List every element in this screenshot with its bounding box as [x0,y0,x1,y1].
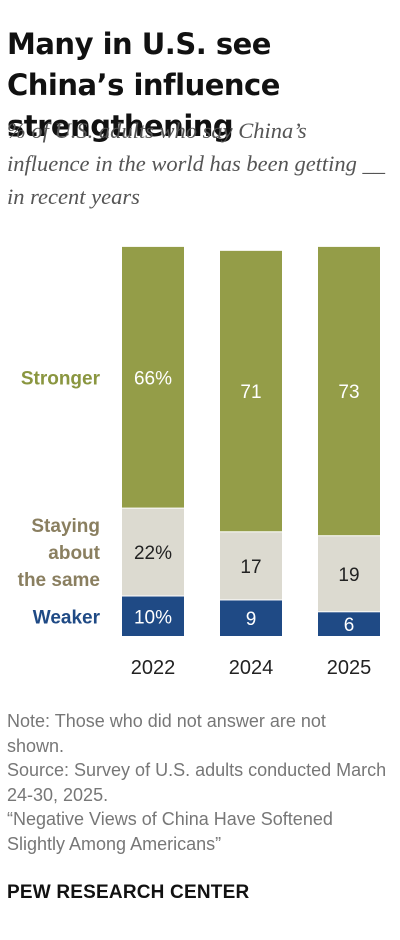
notes-block: Note: Those who did not answer are not s… [7,709,387,856]
bar-staying-about-the-same-2024 [220,532,282,600]
stacked-bar-chart: 10% 22% 66% 2022 9 17 71 2024 6 19 73 2025 Weaker Sta… [18,246,380,679]
bar-stronger-2022 [122,246,184,508]
bar-weaker-2022 [122,596,184,636]
data-label-staying-about-the-same-2024: 17 [240,557,261,578]
x-tick-label-2025: 2025 [327,657,372,679]
pew-research-center-logo: PEW RESEARCH CENTER [7,882,250,903]
chart-subtitle: % of U.S. adults who say China’s influen… [7,118,386,209]
chart-title: Many in U.S. see China’s influence stren… [7,27,280,143]
data-label-staying-about-the-same-2022: 22% [134,543,172,564]
legend-label-staying-about-the-same: Staying about the same [18,516,101,591]
data-label-weaker-2024: 9 [246,609,257,630]
data-label-staying-about-the-same-2025: 19 [338,565,359,586]
bar-stronger-2024 [220,250,282,532]
bar-staying-about-the-same-2022 [122,508,184,596]
legend-label-stronger: Stronger [21,368,101,389]
bar-stronger-2025 [318,246,380,536]
bar-staying-about-the-same-2025 [318,536,380,612]
bar-weaker-2025 [318,612,380,636]
data-label-weaker-2022: 10% [134,607,172,628]
x-tick-label-2022: 2022 [131,657,176,679]
data-label-stronger-2025: 73 [338,382,359,403]
data-label-stronger-2024: 71 [240,382,261,403]
legend-label-weaker: Weaker [33,607,101,628]
bar-weaker-2024 [220,600,282,636]
report-title-text: “Negative Views of China Have Softened S… [7,809,333,854]
source-text: Source: Survey of U.S. adults conducted … [7,760,387,805]
data-label-weaker-2025: 6 [344,615,355,636]
x-tick-label-2024: 2024 [229,657,274,679]
note-text: Note: Those who did not answer are not s… [7,711,326,756]
data-label-stronger-2022: 66% [134,368,172,389]
